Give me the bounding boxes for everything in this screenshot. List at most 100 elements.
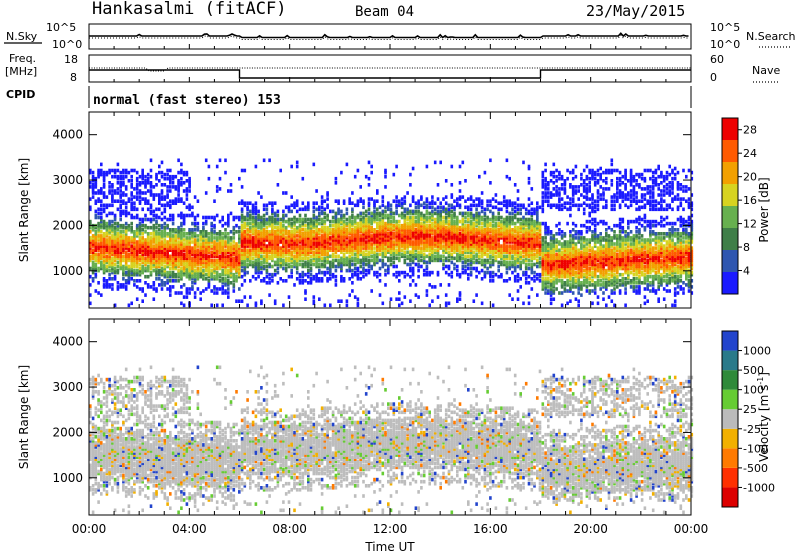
data-cell [541, 179, 545, 183]
data-cell [166, 168, 169, 173]
noise-tick-right-bottom: 10^0 [710, 38, 740, 51]
data-cell [472, 234, 476, 238]
data-cell [188, 291, 191, 295]
data-cell [295, 266, 299, 271]
data-cell [447, 264, 451, 269]
data-cell [127, 277, 131, 281]
data-cell [207, 164, 211, 169]
data-cell [464, 260, 467, 265]
data-cell [469, 225, 473, 230]
data-cell [500, 274, 503, 279]
data-cell [100, 207, 103, 212]
data-cell [351, 234, 354, 238]
data-cell [431, 252, 434, 257]
data-cell [489, 240, 492, 244]
data-cell [433, 248, 437, 252]
data-cell [193, 281, 197, 285]
data-cell [436, 221, 440, 226]
data-cell [235, 258, 238, 263]
data-cell [119, 283, 122, 287]
data-cell [284, 228, 288, 232]
data-cell [257, 209, 260, 214]
data-cell [249, 215, 252, 220]
data-cell [133, 246, 136, 250]
data-cell [359, 244, 362, 248]
data-cell [284, 246, 288, 250]
data-cell [508, 223, 511, 228]
data-cell [475, 254, 478, 259]
data-cell [254, 230, 258, 234]
data-cell [218, 234, 222, 238]
data-cell [420, 252, 423, 257]
data-cell [254, 219, 258, 224]
data-cell [442, 234, 445, 238]
data-cell [348, 201, 351, 205]
data-cell [251, 221, 255, 226]
data-cell [262, 203, 266, 208]
data-cell [155, 193, 158, 197]
data-cell [458, 228, 462, 232]
data-cell [160, 260, 164, 265]
data-cell [544, 266, 547, 271]
data-cell [362, 215, 365, 220]
data-cell [227, 262, 230, 267]
data-cell [389, 219, 393, 224]
data-cell [279, 221, 282, 226]
data-cell [549, 193, 553, 197]
data-cell [193, 232, 197, 236]
data-cell [458, 293, 462, 297]
data-cell [461, 225, 465, 230]
data-cell [295, 225, 299, 230]
data-cell [135, 256, 139, 261]
data-cell [500, 260, 503, 265]
data-cell [146, 283, 150, 287]
data-cell [367, 203, 371, 208]
data-cell [348, 217, 351, 222]
data-cell [483, 230, 487, 234]
data-cell [218, 279, 222, 283]
data-cell [152, 234, 156, 238]
data-cell [188, 236, 191, 240]
data-cell [111, 225, 114, 230]
data-cell [331, 223, 335, 228]
data-cell [373, 234, 376, 238]
data-cell [166, 260, 169, 265]
data-cell [524, 248, 528, 252]
data-cell [243, 262, 247, 267]
data-cell [447, 230, 451, 234]
data-cell [146, 254, 150, 259]
data-cell [202, 225, 205, 230]
data-cell [538, 240, 542, 244]
data-cell [100, 246, 103, 250]
data-cell [376, 221, 379, 226]
data-cell [221, 238, 224, 242]
data-cell [469, 221, 473, 226]
data-cell [180, 285, 183, 289]
data-cell [166, 279, 169, 283]
data-cell [389, 250, 393, 254]
data-cell [122, 238, 125, 242]
freq-unit-label: [MHz] [5, 65, 37, 78]
data-cell [367, 207, 371, 212]
data-cell [207, 268, 211, 273]
data-cell [279, 262, 282, 267]
data-cell [345, 236, 349, 240]
data-cell [122, 234, 125, 238]
data-cell [320, 234, 324, 238]
data-cell [97, 211, 100, 216]
data-cell [417, 213, 420, 218]
data-cell [414, 230, 418, 234]
data-cell [116, 228, 120, 232]
data-cell [522, 258, 525, 263]
data-cell [320, 270, 324, 275]
data-cell [406, 217, 409, 222]
data-cell [249, 209, 252, 214]
data-cell [536, 234, 539, 238]
data-cell [124, 250, 128, 254]
data-cell [491, 242, 495, 246]
data-cell [111, 228, 114, 232]
data-cell [541, 270, 545, 275]
data-cell [149, 270, 153, 275]
data-cell [138, 248, 142, 252]
data-cell [524, 258, 528, 263]
